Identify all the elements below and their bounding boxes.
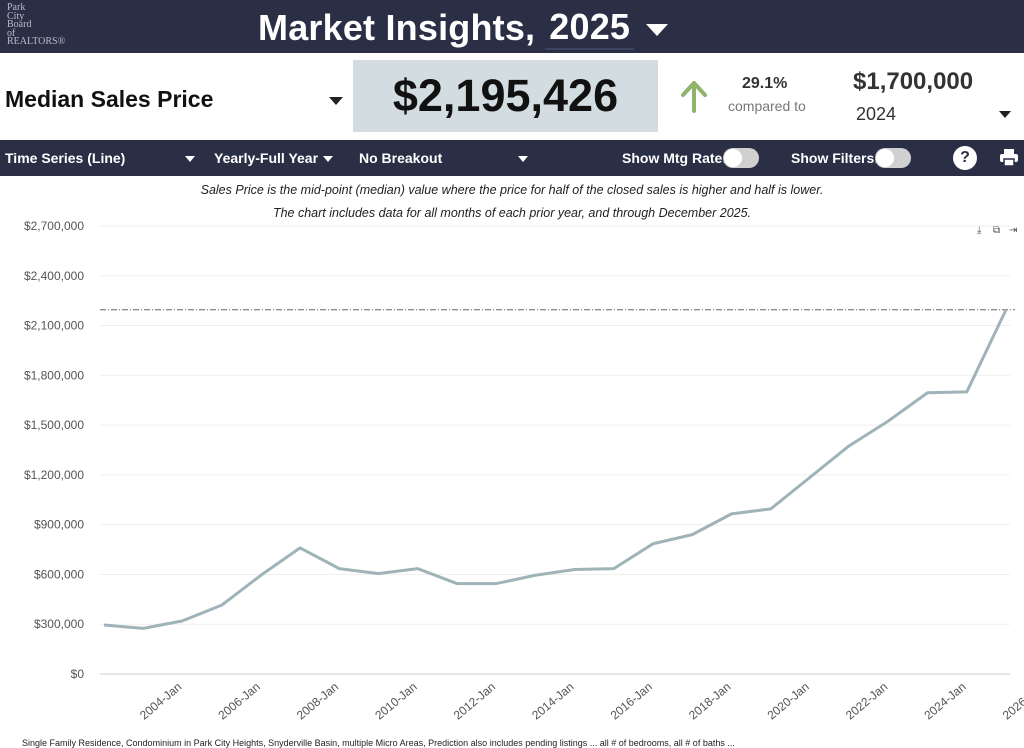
toggle-knob: [724, 149, 742, 167]
board-logo: Park City Board of REALTORS®: [7, 4, 67, 47]
arrow-up-icon: [680, 81, 708, 113]
change-percent: 29.1%: [742, 75, 787, 93]
period-chevron-down-icon[interactable]: [323, 156, 333, 162]
market-year-selector[interactable]: Market Insights, 2025: [258, 6, 668, 50]
year-value: 2025: [545, 6, 634, 50]
y-tick-label: $2,700,000: [24, 219, 84, 233]
x-tick-label: 2012-Jan: [451, 680, 498, 723]
metric-chevron-down-icon[interactable]: [329, 97, 343, 105]
help-icon[interactable]: ?: [953, 146, 977, 170]
x-tick-label: 2018-Jan: [686, 680, 733, 723]
logo-line: Board: [7, 21, 67, 30]
breakout-chevron-down-icon[interactable]: [518, 156, 528, 162]
mtg-rate-toggle[interactable]: [723, 148, 759, 168]
x-tick-label: 2016-Jan: [608, 680, 655, 723]
y-tick-label: $600,000: [34, 567, 84, 581]
x-tick-label: 2026-Jan: [1000, 680, 1024, 723]
top-bar: Park City Board of REALTORS® Market Insi…: [0, 0, 1024, 53]
chart-type-chevron-down-icon[interactable]: [185, 156, 195, 162]
chart-note-1: Sales Price is the mid-point (median) va…: [0, 183, 1024, 197]
page-title: Market Insights,: [258, 7, 535, 49]
metric-value: $2,195,426: [353, 60, 658, 132]
x-tick-label: 2008-Jan: [294, 680, 341, 723]
toggle-knob: [876, 149, 894, 167]
chevron-down-icon: [646, 24, 668, 36]
compared-to-label: compared to: [728, 98, 806, 114]
compare-year-chevron-down-icon[interactable]: [999, 111, 1011, 118]
chart-type-dropdown[interactable]: Time Series (Line): [5, 150, 125, 166]
x-tick-label: 2024-Jan: [921, 680, 968, 723]
x-tick-label: 2004-Jan: [137, 680, 184, 723]
y-tick-label: $300,000: [34, 617, 84, 631]
logo-line: REALTORS®: [7, 38, 67, 47]
x-tick-label: 2022-Jan: [843, 680, 890, 723]
y-tick-label: $900,000: [34, 518, 84, 532]
metric-selector-label[interactable]: Median Sales Price: [5, 86, 213, 113]
line-chart: $0 $300,000 $600,000 $900,000 $1,200,000 $1,5…: [0, 218, 1024, 738]
x-tick-label: 2010-Jan: [372, 680, 419, 723]
chart-toolbar: Time Series (Line) Yearly-Full Year No B…: [0, 140, 1024, 176]
compare-value: $1,700,000: [853, 68, 973, 96]
x-tick-label: 2014-Jan: [529, 680, 576, 723]
y-tick-label: $1,500,000: [24, 418, 84, 432]
mtg-rate-label: Show Mtg Rate:: [622, 150, 727, 166]
y-tick-label: $0: [71, 667, 85, 681]
x-tick-label: 2006-Jan: [215, 680, 262, 723]
y-tick-label: $2,100,000: [24, 319, 84, 333]
breakout-dropdown[interactable]: No Breakout: [359, 150, 442, 166]
y-tick-label: $1,800,000: [24, 368, 84, 382]
print-icon[interactable]: [999, 148, 1019, 168]
y-tick-label: $2,400,000: [24, 269, 84, 283]
filters-toggle[interactable]: [875, 148, 911, 168]
y-tick-label: $1,200,000: [24, 468, 84, 482]
series-line: [104, 310, 1006, 629]
compare-year-selector[interactable]: 2024: [856, 104, 896, 125]
period-dropdown[interactable]: Yearly-Full Year: [214, 150, 318, 166]
footer-criteria: Single Family Residence, Condominium in …: [22, 738, 735, 748]
filters-label: Show Filters:: [791, 150, 879, 166]
metric-row: Median Sales Price $2,195,426 29.1% comp…: [0, 53, 1024, 140]
x-tick-label: 2020-Jan: [765, 680, 812, 723]
